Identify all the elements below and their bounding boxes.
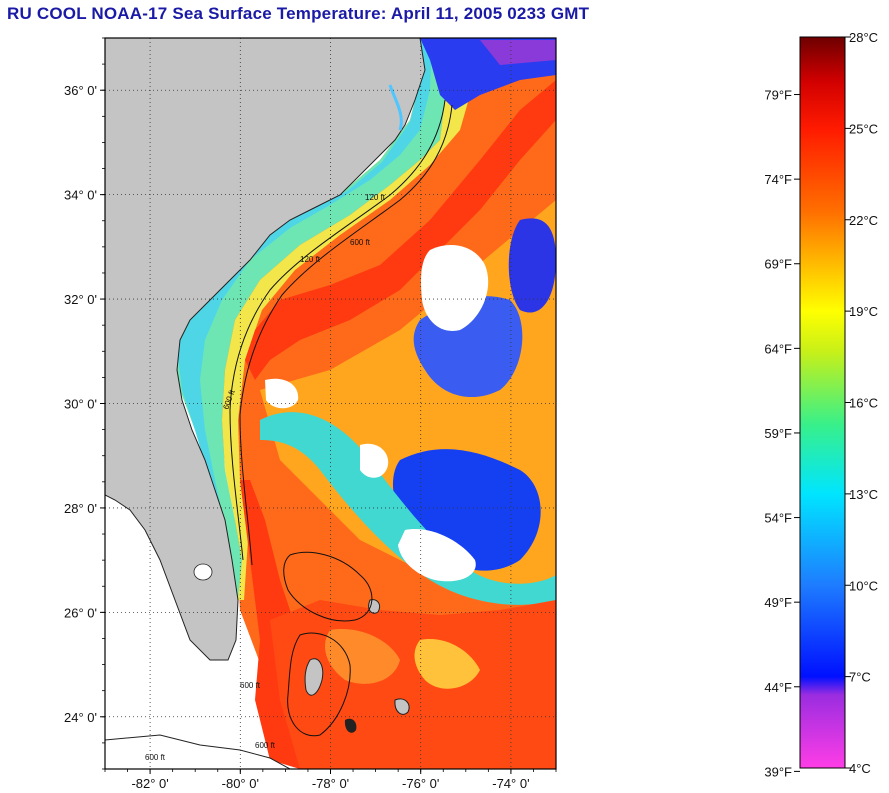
colorbar-celsius-label: 22°C [849,213,878,228]
island-exuma [344,718,357,733]
lat-label: 32° 0' [64,292,97,307]
cloud-patch-1 [420,245,489,331]
lat-label: 30° 0' [64,397,97,412]
colorbar-ticks: 28°C 25°C 22°C 19°C 16°C 13°C 10°C 7°C 4°C 79°F 74… [764,30,878,779]
colorbar-celsius-label: 10°C [849,578,878,593]
isobath-120ft [229,99,446,561]
isobath-bahamas [283,551,373,737]
isobath-label-120: 120 ft [365,193,386,202]
map-title: RU COOL NOAA-17 Sea Surface Temperature:… [7,4,590,23]
colorbar-celsius-label: 7°C [849,670,871,685]
colorbar-fahrenheit-label: 69°F [764,257,792,272]
isobath-label-600e: 600 ft [145,753,166,762]
colorbar-celsius-label: 4°C [849,761,871,776]
cloud-patch-4 [265,378,299,409]
gulf-stream-core [245,80,556,380]
florida-current [240,480,380,769]
land-us-coast [105,38,426,661]
colorbar-fahrenheit-label: 49°F [764,595,792,610]
bahamas-bank [325,629,400,684]
lon-label: -80° 0' [222,776,259,791]
shelf-edge-band [222,95,470,600]
cold-north-patch [480,40,556,65]
colorbar-celsius-label: 19°C [849,304,878,319]
lon-label: -82° 0' [131,776,168,791]
lon-label: -78° 0' [312,776,349,791]
island-cat [394,698,410,715]
colorbar [799,36,846,769]
lat-label: 34° 0' [64,188,97,203]
colorbar-fahrenheit-label: 39°F [764,764,792,779]
shelf-water [170,38,445,600]
isobath-600ft [239,104,453,566]
colorbar-celsius-label: 25°C [849,121,878,136]
lat-label: 26° 0' [64,605,97,620]
isobath-label-600: 600 ft [350,238,371,247]
colorbar-fahrenheit-label: 54°F [764,511,792,526]
colorbar-celsius-label: 13°C [849,487,878,502]
colorbar-fahrenheit-label: 64°F [764,341,792,356]
map-plot-area: 120 ft 600 ft 120 ft 600 ft 600 ft 600 f… [105,38,556,769]
colorbar-fahrenheit-label: 79°F [764,88,792,103]
lon-label: -74° 0' [492,776,529,791]
colorbar-celsius-label: 16°C [849,396,878,411]
land-cuba [105,734,291,769]
lat-label: 36° 0' [64,83,97,98]
lake-okeechobee [193,563,213,581]
isobath-label-600c: 600 ft [240,681,261,690]
bahamas-bank-2 [414,639,480,689]
pamlico-sound [388,84,403,131]
map-axes: 36° 0' 34° 0' 32° 0' 30° 0' 28° 0' 26° 0' 24° … [64,37,557,791]
isobath-label-120b: 120 ft [300,255,321,264]
lat-label: 24° 0' [64,710,97,725]
colorbar-fahrenheit-label: 59°F [764,426,792,441]
cloud-patch-3 [360,443,389,478]
isobath-label-600d: 600 ft [255,741,276,750]
colorbar-fahrenheit-label: 44°F [764,680,792,695]
lat-label: 28° 0' [64,501,97,516]
island-andros [304,658,324,696]
colorbar-celsius-label: 28°C [849,30,878,45]
colorbar-fahrenheit-label: 74°F [764,172,792,187]
cool-filament [260,412,556,605]
lon-label: -76° 0' [402,776,439,791]
cold-eddy-3 [508,218,556,313]
cloud-patch-2 [398,529,476,582]
